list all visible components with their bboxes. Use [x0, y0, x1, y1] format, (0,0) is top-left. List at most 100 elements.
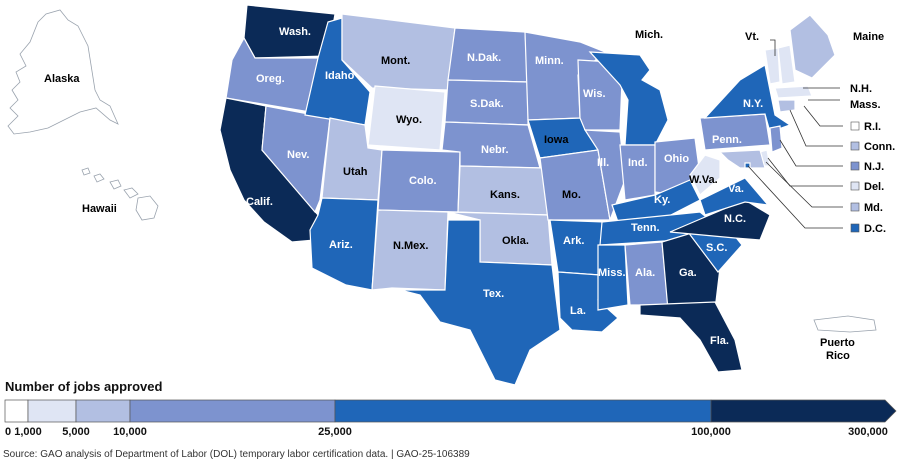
label-nebr: Nebr.	[481, 144, 509, 156]
state-ny	[703, 64, 792, 133]
legend-tick-3: 10,000	[113, 426, 147, 438]
label-sc: S.C.	[706, 242, 727, 254]
label-conn: Conn.	[864, 141, 895, 153]
label-nj: N.J.	[864, 161, 884, 173]
label-ny: N.Y.	[743, 98, 763, 110]
state-alaska	[7, 9, 119, 135]
label-miss: Miss.	[598, 267, 626, 279]
label-puerto-rico-2: Rico	[826, 350, 850, 362]
legend-bin-0	[4, 399, 29, 423]
state-fla	[639, 301, 743, 373]
label-maine: Maine	[853, 31, 884, 43]
legend-bin-2	[75, 399, 131, 423]
label-utah: Utah	[343, 166, 368, 178]
label-ga: Ga.	[679, 267, 697, 279]
state-hawaii	[81, 167, 159, 221]
label-wva: W.Va.	[689, 174, 718, 186]
label-oreg: Oreg.	[256, 73, 285, 85]
state-ill	[583, 129, 626, 223]
state-wash	[243, 4, 336, 59]
territory-puerto-rico	[813, 315, 877, 333]
label-ohio: Ohio	[664, 153, 689, 165]
label-kans: Kans.	[490, 189, 520, 201]
label-del: Del.	[864, 181, 884, 193]
label-okla: Okla.	[502, 235, 529, 247]
state-mich	[588, 51, 669, 146]
label-ri: R.I.	[864, 121, 881, 133]
state-md	[718, 149, 766, 169]
legend-tick-4: 25,000	[318, 426, 352, 438]
leader-lines	[747, 39, 843, 229]
label-hawaii: Hawaii	[82, 203, 117, 215]
label-puerto-rico-1: Puerto	[820, 337, 855, 349]
label-iowa: Iowa	[544, 134, 569, 146]
state-wyo	[367, 85, 446, 151]
label-wash: Wash.	[279, 26, 311, 38]
label-mich: Mich.	[635, 29, 663, 41]
label-ill: Ill.	[597, 157, 609, 169]
label-nmex: N.Mex.	[393, 240, 428, 252]
state-ark	[549, 219, 606, 276]
label-calif: Calif.	[246, 196, 273, 208]
swatch-ri	[850, 121, 860, 131]
state-nh	[777, 44, 796, 85]
legend-tick-5: 100,000	[691, 426, 731, 438]
label-minn: Minn.	[535, 55, 564, 67]
label-mont: Mont.	[381, 55, 410, 67]
state-tex	[399, 219, 561, 386]
legend-tick-2: 5,000	[62, 426, 90, 438]
label-dc: D.C.	[864, 223, 886, 235]
label-nc: N.C.	[724, 213, 746, 225]
label-ky: Ky.	[654, 194, 670, 206]
legend-bin-1	[27, 399, 77, 423]
swatch-conn	[850, 141, 860, 151]
state-va	[699, 177, 770, 216]
legend-bar	[4, 399, 897, 423]
legend-bin-4	[334, 399, 712, 423]
label-tex: Tex.	[483, 288, 504, 300]
label-la: La.	[570, 305, 586, 317]
label-colo: Colo.	[409, 175, 437, 187]
state-nj	[769, 125, 783, 153]
state-mass	[774, 85, 813, 99]
state-ind	[619, 144, 656, 201]
label-tenn: Tenn.	[631, 222, 660, 234]
label-penn: Penn.	[712, 134, 742, 146]
label-ala: Ala.	[635, 267, 655, 279]
label-md: Md.	[864, 202, 883, 214]
label-ariz: Ariz.	[329, 239, 353, 251]
legend-bin-3	[129, 399, 336, 423]
label-alaska: Alaska	[44, 73, 80, 85]
swatch-nj	[850, 161, 860, 171]
northeast-swatches	[850, 121, 860, 233]
source-note: Source: GAO analysis of Department of La…	[3, 449, 470, 460]
legend-tick-0: 0	[5, 426, 12, 438]
label-fla: Fla.	[710, 335, 729, 347]
state-conn	[777, 99, 796, 113]
state-vt	[764, 47, 781, 85]
swatch-md	[850, 202, 860, 212]
state-ri	[795, 99, 804, 109]
legend-tick-6: 300,000	[848, 426, 888, 438]
label-wis: Wis.	[583, 88, 606, 100]
label-vt: Vt.	[745, 31, 759, 43]
label-mass: Mass.	[850, 99, 881, 111]
label-ind: Ind.	[628, 157, 648, 169]
state-wva	[689, 154, 721, 196]
state-nmex	[371, 209, 449, 291]
swatch-del	[850, 181, 860, 191]
label-va: Va.	[728, 183, 744, 195]
label-ark: Ark.	[563, 235, 584, 247]
label-ndak: N.Dak.	[467, 52, 501, 64]
label-idaho: Idaho	[325, 70, 355, 82]
label-nh: N.H.	[850, 83, 872, 95]
label-nev: Nev.	[287, 149, 309, 161]
state-ariz	[309, 197, 379, 291]
legend-tick-1: 1,000	[14, 426, 42, 438]
label-mo: Mo.	[562, 189, 581, 201]
legend-bin-5	[710, 399, 897, 423]
legend-title: Number of jobs approved	[5, 379, 163, 394]
state-miss	[597, 244, 629, 311]
